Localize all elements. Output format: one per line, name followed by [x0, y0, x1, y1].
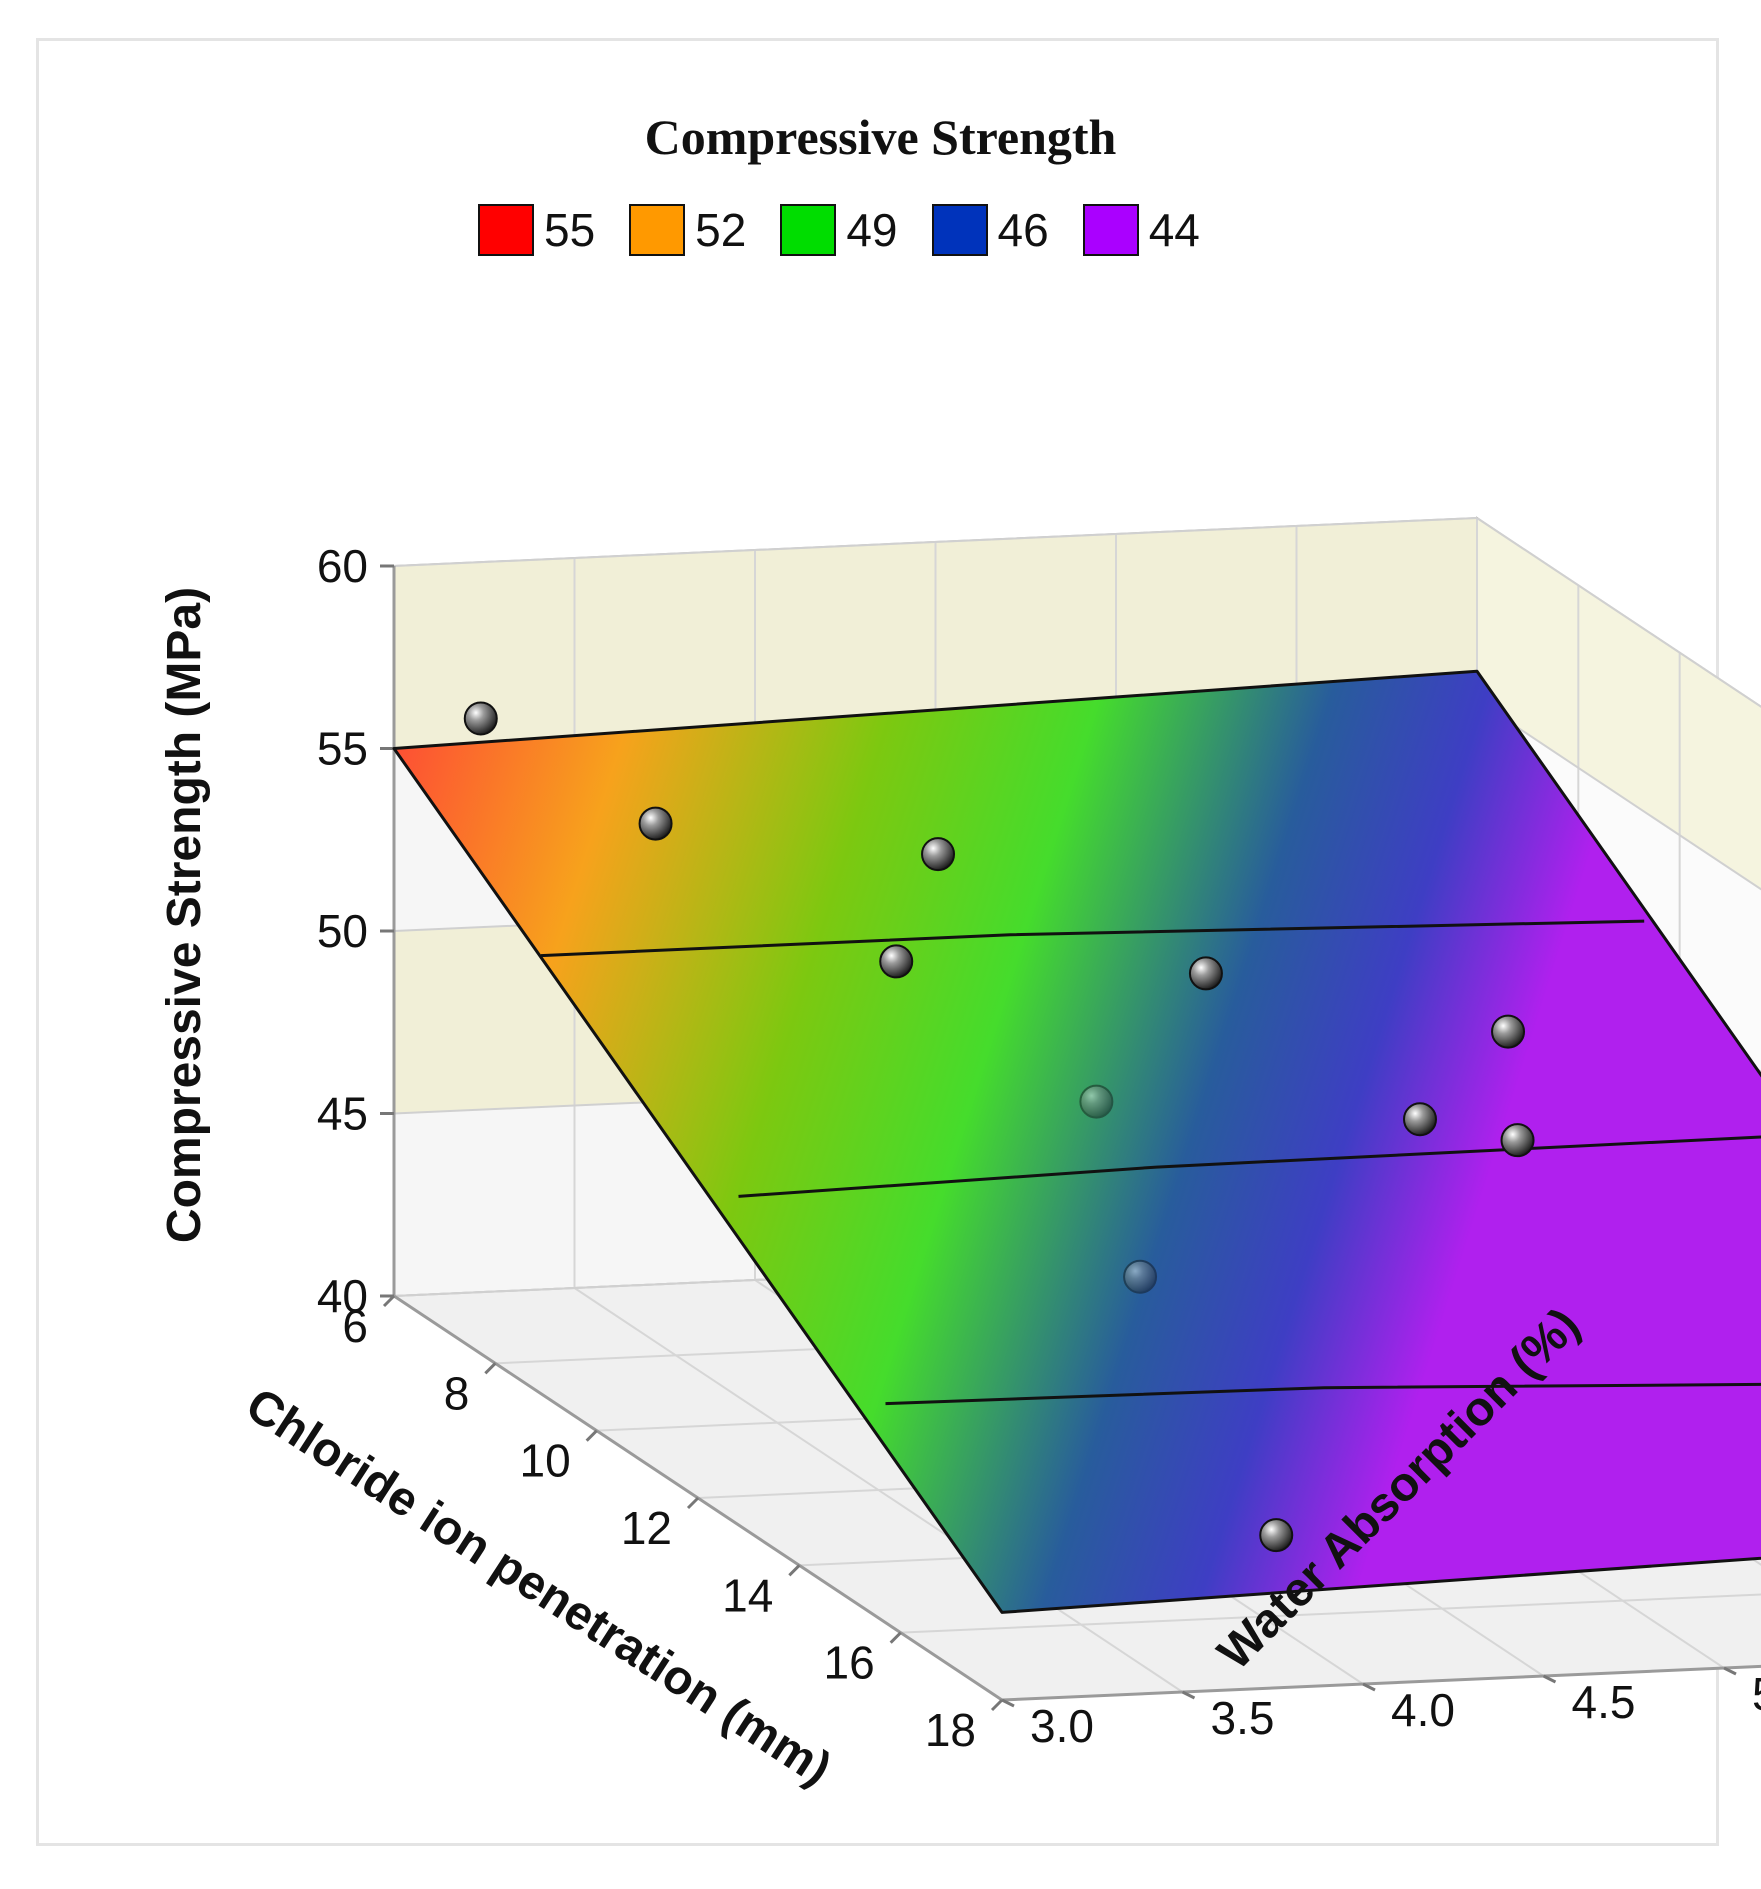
legend-item: 52	[629, 203, 746, 257]
tick-mark	[1001, 1698, 1015, 1708]
tick-mark	[990, 1698, 1004, 1712]
data-point	[638, 806, 673, 841]
contour-line	[738, 1135, 1761, 1198]
y-tick-label: 5.0	[1752, 1668, 1761, 1720]
z-axis-title: Compressive Strength (MPa)	[158, 587, 211, 1243]
axes	[380, 564, 1761, 1712]
data-point	[1403, 1102, 1437, 1137]
tick-mark	[484, 1362, 497, 1375]
legend-item: 49	[780, 203, 898, 257]
y-tick-label: 4.5	[1572, 1676, 1636, 1728]
legend-item: 46	[931, 203, 1049, 257]
legend-swatch	[629, 204, 686, 256]
data-points	[463, 701, 1535, 1553]
x-tick-label: 18	[925, 1704, 976, 1756]
z-tick-label: 40	[317, 1270, 368, 1322]
surface-plane	[392, 669, 1761, 1614]
x-tick-label: 12	[621, 1502, 672, 1554]
legend-item: 44	[1082, 203, 1200, 257]
legend-label: 46	[997, 204, 1049, 256]
response-surface	[392, 669, 1761, 1614]
x-tick-label: 8	[444, 1367, 470, 1419]
x-tick-label: 6	[342, 1300, 368, 1352]
legend-label: 44	[1148, 204, 1200, 256]
data-point	[921, 837, 956, 872]
gridline	[1476, 699, 1761, 891]
tick-mark	[686, 1496, 700, 1510]
wall-band	[1477, 518, 1761, 890]
tick-mark	[585, 1429, 598, 1442]
tick-mark	[1542, 1674, 1557, 1684]
tick-mark	[1723, 1666, 1737, 1676]
gridline	[393, 517, 1478, 567]
z-tick-label: 45	[317, 1088, 368, 1140]
x-tick-label: 10	[519, 1435, 570, 1487]
data-point	[1123, 1259, 1158, 1294]
gridline	[1476, 517, 1761, 708]
tick-mark	[1362, 1682, 1376, 1692]
gridline	[573, 1287, 1184, 1693]
tick-mark	[1181, 1690, 1196, 1700]
x-tick-label: 16	[823, 1637, 874, 1689]
contour-line	[885, 1382, 1761, 1406]
data-point	[1079, 1084, 1114, 1119]
z-tick-label: 55	[317, 723, 368, 775]
y-tick-label: 3.0	[1030, 1700, 1094, 1752]
data-point	[1188, 956, 1223, 991]
legend-label: 52	[695, 204, 747, 256]
x-tick-label: 14	[722, 1569, 773, 1621]
data-point	[879, 944, 914, 979]
legend-label: 55	[544, 204, 596, 256]
data-point	[1500, 1123, 1535, 1158]
legend: 55 52 49 46 44	[478, 200, 1234, 260]
data-point	[1259, 1518, 1294, 1553]
legend-swatch	[780, 204, 837, 256]
y-tick-label: 4.0	[1391, 1684, 1455, 1736]
tick-mark	[382, 1294, 396, 1308]
z-tick-label: 50	[317, 905, 368, 957]
legend-item: 55	[478, 203, 595, 257]
chart-title: Compressive Strength	[644, 109, 1117, 165]
z-tick-label: 60	[317, 540, 368, 592]
tick-mark	[889, 1631, 902, 1644]
legend-label: 49	[846, 204, 898, 256]
tick-mark	[788, 1564, 801, 1577]
legend-swatch	[1082, 204, 1139, 256]
legend-swatch	[478, 204, 534, 256]
legend-swatch	[931, 204, 988, 256]
data-point	[463, 701, 498, 736]
data-point	[1491, 1014, 1526, 1049]
contour-line	[540, 919, 1645, 958]
y-tick-label: 3.5	[1211, 1692, 1275, 1744]
